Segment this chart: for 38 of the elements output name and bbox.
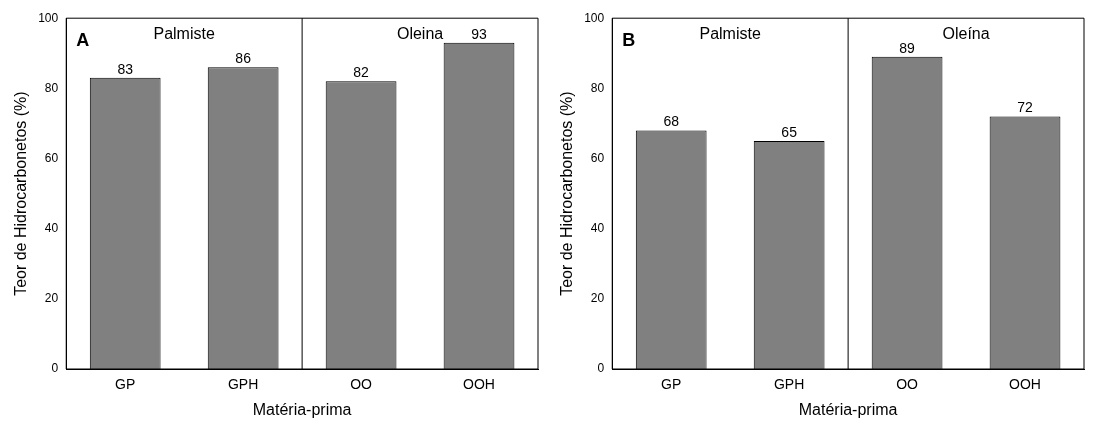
- data-label: 93: [471, 25, 488, 42]
- annotation: Palmiste: [699, 24, 761, 42]
- annotation: Palmiste: [153, 24, 215, 42]
- x-tick-label: OOH: [463, 376, 495, 393]
- y-tick-label: 60: [44, 150, 59, 165]
- x-axis-title: Matéria-prima: [252, 400, 352, 418]
- x-tick-label: GP: [115, 376, 136, 393]
- x-tick-label: OO: [896, 376, 919, 393]
- y-tick-label: 100: [38, 10, 59, 25]
- y-axis-title: Teor de Hidrocarbonetos (%): [558, 91, 576, 296]
- annotation: A: [76, 30, 90, 51]
- y-tick-label: 60: [590, 150, 605, 165]
- y-tick-label: 100: [584, 10, 605, 25]
- y-axis-title: Teor de Hidrocarbonetos (%): [12, 91, 30, 296]
- data-label: 65: [781, 123, 798, 140]
- x-tick-label: OO: [350, 376, 373, 393]
- y-tick-label: 40: [590, 220, 605, 235]
- x-tick-label: GPH: [773, 376, 805, 393]
- y-tick-label: 20: [44, 291, 59, 306]
- y-tick-label: 0: [51, 361, 59, 376]
- annotation: B: [622, 30, 636, 51]
- y-tick-label: 80: [590, 80, 605, 95]
- y-tick-label: 40: [44, 220, 59, 235]
- x-tick-label: GPH: [227, 376, 259, 393]
- annotation: Oleína: [942, 24, 990, 42]
- x-axis-title: Matéria-prima: [798, 400, 898, 418]
- y-tick-label: 0: [597, 361, 605, 376]
- data-label: 89: [899, 39, 916, 56]
- data-label: 68: [663, 113, 680, 130]
- y-tick-label: 20: [590, 291, 605, 306]
- x-tick-label: OOH: [1009, 376, 1041, 393]
- data-label: 86: [235, 50, 252, 67]
- data-label: 72: [1017, 99, 1034, 116]
- data-label: 82: [353, 64, 370, 81]
- y-tick-label: 80: [44, 80, 59, 95]
- annotation: Oleina: [396, 24, 444, 42]
- x-tick-label: GP: [661, 376, 682, 393]
- data-label: 83: [117, 60, 134, 77]
